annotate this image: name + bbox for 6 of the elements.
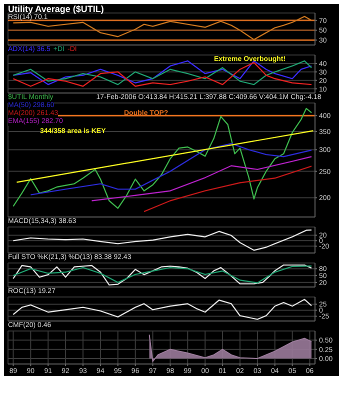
line-series [12, 298, 312, 320]
line-series [12, 229, 312, 251]
line-series [30, 142, 312, 196]
chart-title: Utility Average ($UTIL) [8, 4, 104, 14]
line-series [143, 166, 312, 212]
line-series [91, 156, 312, 202]
